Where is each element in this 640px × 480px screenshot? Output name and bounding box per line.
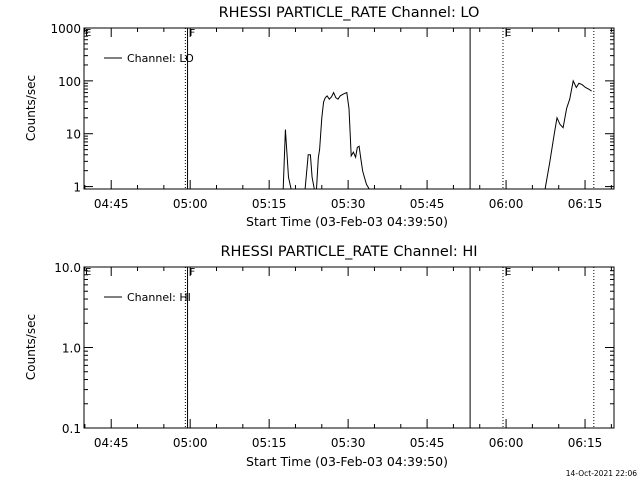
x-tick-label: 05:30 — [331, 436, 366, 450]
event-label: F — [190, 28, 196, 39]
panel-hi-title: RHESSI PARTICLE_RATE Channel: HI — [220, 244, 477, 260]
series-line — [544, 79, 592, 189]
panel-lo-xlabel: Start Time (03-Feb-03 04:39:50) — [246, 214, 448, 229]
x-tick-label: 05:45 — [410, 436, 445, 450]
series-group — [282, 79, 592, 189]
x-tick-label: 06:00 — [489, 197, 524, 211]
x-tick-label: 05:00 — [173, 436, 208, 450]
series-line — [304, 154, 315, 189]
series-line — [282, 129, 292, 189]
y-tick-label: 100 — [58, 75, 81, 89]
legend-label: Channel: LO — [127, 52, 194, 65]
panel-lo-plot: 04:45 05:00 05:15 05:30 05:45 06:00 06:15 1 10 10… — [50, 22, 615, 211]
panel-hi-plot: 04:45 05:00 05:15 05:30 05:45 06:00 06:15 0.1 1.… — [54, 261, 615, 450]
y-tick-label: 1.0 — [62, 342, 81, 356]
x-tick-label: 05:15 — [252, 436, 287, 450]
y-tick-label: 1000 — [50, 22, 81, 36]
x-tick-label: 06:15 — [568, 197, 603, 211]
x-tick-label: 06:15 — [568, 436, 603, 450]
x-tick-label: 05:15 — [252, 197, 287, 211]
x-tick-label: 06:00 — [489, 436, 524, 450]
series-line — [316, 91, 370, 189]
corner-marker: E — [85, 28, 91, 39]
x-tick-label: 05:00 — [173, 197, 208, 211]
event-label: E — [505, 267, 511, 278]
event-label: F — [190, 267, 196, 278]
panel-lo: RHESSI PARTICLE_RATE Channel: LO Start T… — [24, 5, 615, 229]
y-tick-label: 10.0 — [54, 261, 81, 275]
x-tick-label: 05:30 — [331, 197, 366, 211]
event-label: E — [505, 28, 511, 39]
x-tick-label: 04:45 — [94, 197, 129, 211]
y-tick-label: 1 — [73, 181, 81, 195]
y-tick-label: 10 — [66, 128, 81, 142]
panel-hi-xlabel: Start Time (03-Feb-03 04:39:50) — [246, 454, 448, 469]
x-tick-label: 05:45 — [410, 197, 445, 211]
corner-marker: E — [85, 267, 91, 278]
panel-lo-title: RHESSI PARTICLE_RATE Channel: LO — [219, 5, 480, 21]
panel-lo-ylabel: Counts/sec — [24, 75, 38, 141]
panel-hi-ylabel: Counts/sec — [24, 314, 38, 380]
panel-hi: RHESSI PARTICLE_RATE Channel: HI Start T… — [24, 244, 615, 469]
legend-label: Channel: HI — [127, 291, 191, 304]
x-tick-label: 04:45 — [94, 436, 129, 450]
y-tick-label: 0.1 — [62, 422, 81, 436]
footer-timestamp: 14-Oct-2021 22:06 — [566, 469, 637, 478]
